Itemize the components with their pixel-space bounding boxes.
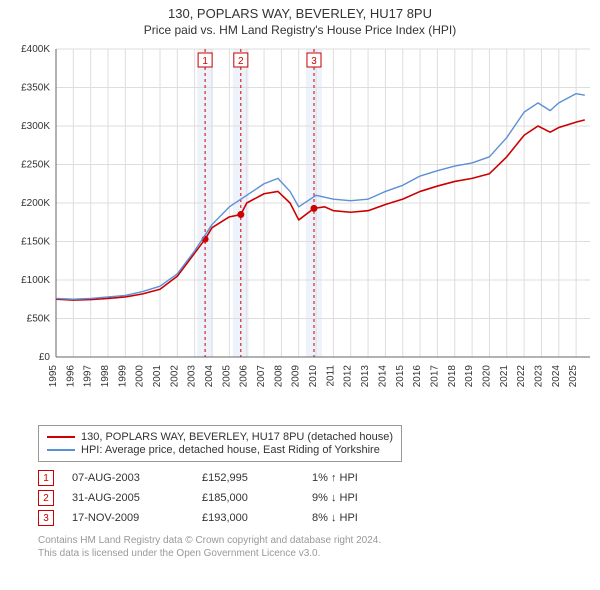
event-diff: 1% ↑ HPI (312, 472, 422, 484)
chart-subtitle: Price paid vs. HM Land Registry's House … (0, 23, 600, 37)
line-chart: £0 £50K £100K £150K £200K £250K £300K £350K £400… (0, 39, 600, 419)
svg-text:1: 1 (202, 56, 208, 67)
svg-text:£300K: £300K (21, 121, 50, 132)
svg-text:£0: £0 (39, 352, 51, 363)
svg-text:2016: 2016 (412, 365, 423, 388)
event-row: 1 07-AUG-2003£152,9951% ↑ HPI (38, 470, 600, 486)
svg-text:2006: 2006 (239, 365, 250, 388)
event-row: 3 17-NOV-2009£193,0008% ↓ HPI (38, 510, 600, 526)
svg-text:2001: 2001 (152, 365, 163, 388)
svg-text:2000: 2000 (135, 365, 146, 388)
svg-text:2024: 2024 (551, 365, 562, 388)
svg-text:2022: 2022 (516, 365, 527, 388)
svg-text:1995: 1995 (48, 365, 59, 388)
attribution: Contains HM Land Registry data © Crown c… (0, 530, 600, 566)
event-table: 1 07-AUG-2003£152,9951% ↑ HPI 2 31-AUG-2005… (38, 470, 600, 526)
svg-text:2004: 2004 (204, 365, 215, 388)
legend-swatch (47, 449, 75, 451)
event-diff: 9% ↓ HPI (312, 492, 422, 504)
legend-label: 130, POPLARS WAY, BEVERLEY, HU17 8PU (de… (81, 431, 393, 443)
legend-label: HPI: Average price, detached house, East… (81, 444, 380, 456)
chart-area: £0 £50K £100K £150K £200K £250K £300K £350K £400… (0, 39, 600, 419)
event-date: 07-AUG-2003 (72, 472, 202, 484)
svg-text:1998: 1998 (100, 365, 111, 388)
svg-text:£50K: £50K (27, 314, 51, 325)
svg-text:2021: 2021 (499, 365, 510, 388)
svg-text:2020: 2020 (481, 365, 492, 388)
svg-text:2012: 2012 (343, 365, 354, 388)
svg-text:2: 2 (238, 56, 244, 67)
legend-swatch (47, 436, 75, 438)
svg-text:£150K: £150K (21, 237, 50, 248)
svg-text:1996: 1996 (65, 365, 76, 388)
svg-text:1997: 1997 (83, 365, 94, 388)
legend-item: 130, POPLARS WAY, BEVERLEY, HU17 8PU (de… (47, 431, 393, 443)
svg-text:2018: 2018 (447, 365, 458, 388)
svg-text:£100K: £100K (21, 275, 50, 286)
event-diff: 8% ↓ HPI (312, 512, 422, 524)
event-price: £152,995 (202, 472, 312, 484)
svg-text:£400K: £400K (21, 44, 50, 55)
svg-text:2002: 2002 (169, 365, 180, 388)
svg-text:2009: 2009 (291, 365, 302, 388)
svg-text:1999: 1999 (117, 365, 128, 388)
event-price: £185,000 (202, 492, 312, 504)
svg-text:2014: 2014 (377, 365, 388, 388)
event-date: 17-NOV-2009 (72, 512, 202, 524)
svg-text:2003: 2003 (187, 365, 198, 388)
svg-text:£350K: £350K (21, 83, 50, 94)
attribution-line1: Contains HM Land Registry data © Crown c… (38, 534, 592, 547)
svg-text:£200K: £200K (21, 198, 50, 209)
event-marker: 3 (38, 510, 54, 526)
svg-text:2008: 2008 (273, 365, 284, 388)
event-row: 2 31-AUG-2005£185,0009% ↓ HPI (38, 490, 600, 506)
svg-text:2019: 2019 (464, 365, 475, 388)
event-date: 31-AUG-2005 (72, 492, 202, 504)
svg-text:2011: 2011 (325, 365, 336, 387)
chart-title: 130, POPLARS WAY, BEVERLEY, HU17 8PU (0, 6, 600, 21)
svg-text:2017: 2017 (429, 365, 440, 388)
svg-text:2013: 2013 (360, 365, 371, 388)
legend: 130, POPLARS WAY, BEVERLEY, HU17 8PU (de… (38, 425, 402, 462)
svg-text:2005: 2005 (221, 365, 232, 388)
svg-text:2025: 2025 (568, 365, 579, 388)
svg-text:2007: 2007 (256, 365, 267, 388)
svg-text:2010: 2010 (308, 365, 319, 388)
svg-text:2015: 2015 (395, 365, 406, 388)
legend-item: HPI: Average price, detached house, East… (47, 444, 393, 456)
svg-text:£250K: £250K (21, 160, 50, 171)
svg-text:2023: 2023 (533, 365, 544, 388)
event-marker: 1 (38, 470, 54, 486)
attribution-line2: This data is licensed under the Open Gov… (38, 547, 592, 560)
event-price: £193,000 (202, 512, 312, 524)
event-marker: 2 (38, 490, 54, 506)
svg-text:3: 3 (311, 56, 317, 67)
